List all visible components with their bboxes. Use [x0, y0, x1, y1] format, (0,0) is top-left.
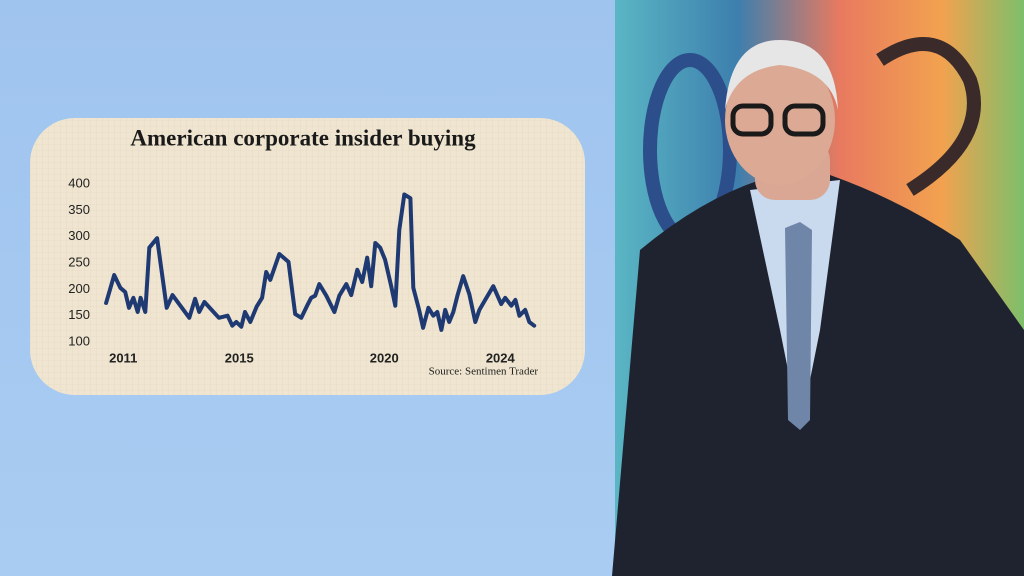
x-tick-label: 2015 — [225, 350, 254, 365]
glasses — [782, 103, 826, 137]
chart-title: American corporate insider buying — [130, 125, 476, 150]
series-line — [104, 192, 537, 332]
plot: 100 150 200 250 300 350 400 2011 2015 2020 2024 — [68, 175, 537, 365]
y-tick-label: 300 — [68, 228, 90, 243]
tie — [785, 222, 812, 430]
glasses — [730, 103, 774, 137]
y-tick-label: 250 — [68, 254, 90, 269]
x-tick-label: 2020 — [370, 350, 399, 365]
x-tick-label: 2024 — [486, 350, 516, 365]
y-tick-label: 150 — [68, 307, 90, 322]
banknote-digit — [876, 37, 981, 196]
chart-source: Source: Sentimen Trader — [429, 366, 539, 378]
face — [725, 55, 835, 185]
hair — [725, 40, 838, 110]
y-tick-label: 100 — [68, 333, 90, 348]
chart-paper — [30, 118, 585, 395]
y-tick-label: 200 — [68, 281, 90, 296]
y-tick-label: 350 — [68, 202, 90, 217]
y-tick-label: 400 — [68, 175, 90, 190]
suit — [612, 175, 1024, 576]
x-tick-label: 2011 — [109, 350, 137, 365]
